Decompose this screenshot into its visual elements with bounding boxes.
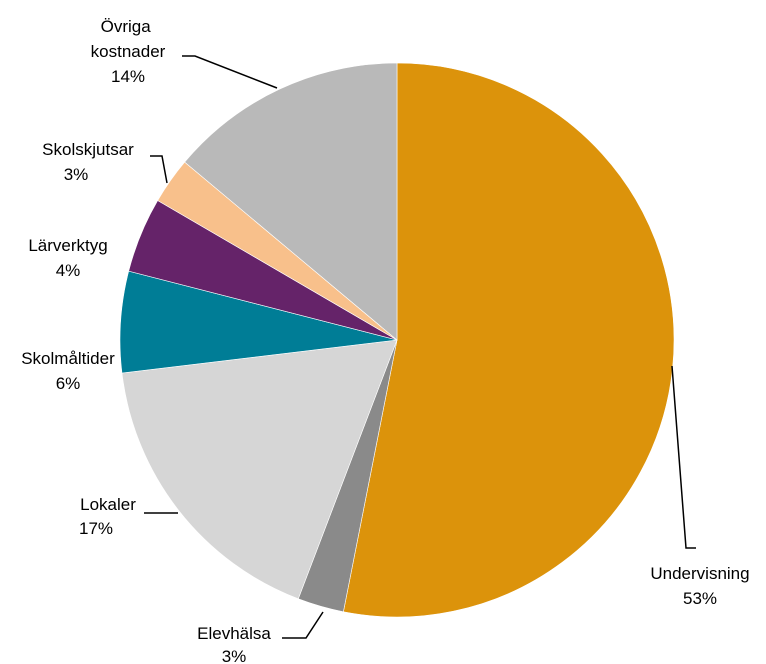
slice-percent-lokaler: 17% [79, 519, 113, 538]
slice-label-larverktyg: Lärverktyg [28, 236, 107, 255]
slice-label-elevhalsa: Elevhälsa [197, 624, 271, 643]
pie-slice-lokaler [121, 339, 398, 600]
slice-label-ovriga: Övriga kostnader [91, 17, 166, 61]
slice-percent-larverktyg: 4% [56, 261, 81, 280]
leader-line-skolskjutsar [150, 155, 168, 184]
slice-label-skolmaltider: Skolmåltider [21, 349, 115, 368]
leader-line-undervisning [671, 365, 696, 549]
slice-label-undervisning: Undervisning [650, 564, 749, 583]
slice-percent-ovriga: 14% [111, 67, 145, 86]
pie-slices [119, 62, 675, 618]
slice-percent-skolskjutsar: 3% [64, 165, 89, 184]
slice-label-ovriga-line2: kostnader [91, 42, 166, 61]
slice-percent-skolmaltider: 6% [56, 374, 81, 393]
slice-percent-undervisning: 53% [683, 589, 717, 608]
leader-line-elevhalsa [282, 611, 324, 639]
pie-slice-ovriga-kostnader [184, 62, 398, 341]
slice-percent-elevhalsa: 3% [222, 647, 247, 664]
slice-label-skolskjutsar: Skolskjutsar [42, 140, 134, 159]
leader-line-ovriga [182, 55, 278, 89]
slice-label-ovriga-text: Övriga [101, 17, 152, 36]
slice-label-lokaler: Lokaler [80, 495, 136, 514]
